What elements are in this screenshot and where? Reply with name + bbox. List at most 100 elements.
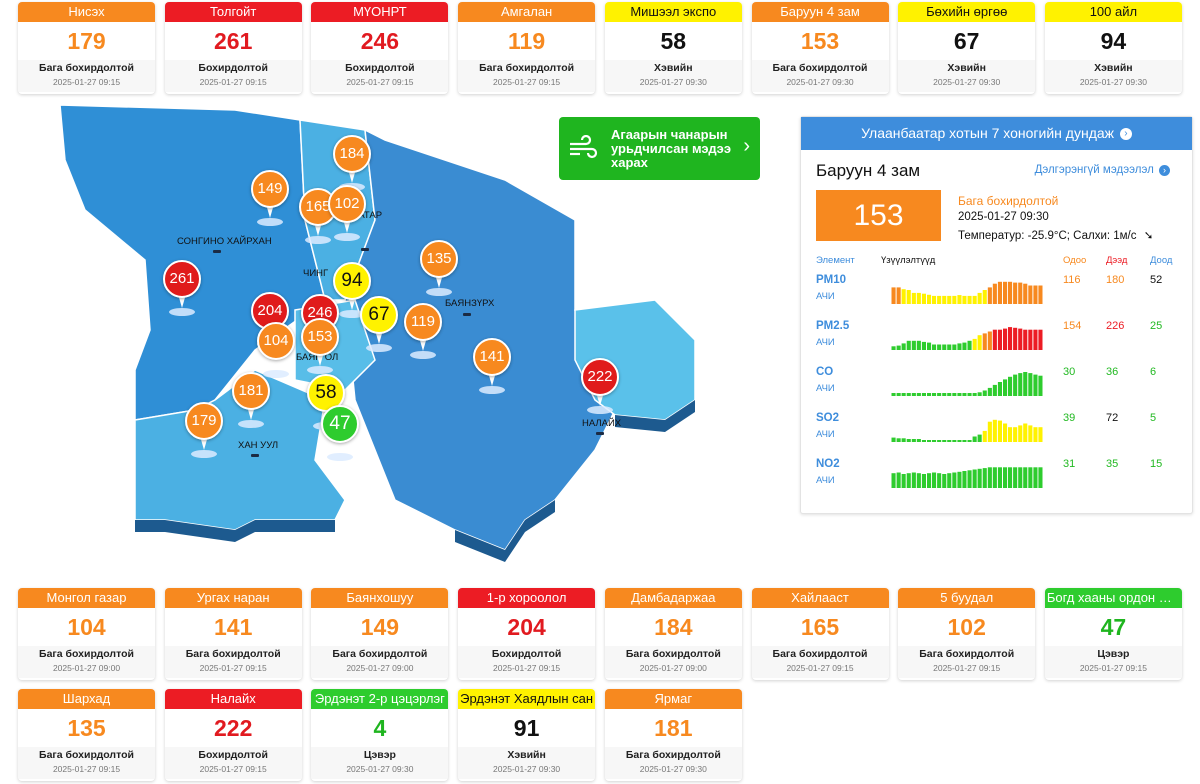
map-marker[interactable]: 261 xyxy=(163,260,201,316)
station-card[interactable]: Богд хааны ордон музей 47 Цэвэр 2025-01-27 … xyxy=(1044,588,1182,680)
element-row[interactable]: SO2 АЧИ 39 72 5 xyxy=(801,412,1194,458)
map-district-marker xyxy=(213,250,221,253)
sparkline-bar xyxy=(927,294,932,304)
sparkline-bar xyxy=(957,440,962,442)
station-card[interactable]: Хайлааст 165 Бага бохирдолтой 2025-01-27 09… xyxy=(751,588,889,680)
sparkline-bar xyxy=(1003,423,1008,442)
map-marker[interactable]: 184 xyxy=(333,135,371,191)
sparkline-bar xyxy=(911,472,916,488)
station-card[interactable]: Нисэх 179 Бага бохирдолтой 2025-01-27 09:15 xyxy=(18,2,155,94)
map-marker[interactable]: 102 xyxy=(328,185,366,241)
panel-time: 2025-01-27 09:30 xyxy=(958,211,1049,223)
element-row[interactable]: CO АЧИ 30 36 6 xyxy=(801,366,1194,412)
status-text: Бохирдолтой xyxy=(311,60,449,76)
map-marker[interactable]: 135 xyxy=(420,240,458,296)
sparkline-bar xyxy=(911,393,916,396)
element-min-value: 52 xyxy=(1150,274,1163,286)
sparkline-bar xyxy=(1023,423,1028,442)
sparkline-bar xyxy=(1028,373,1033,396)
map-label-khan-uul: ХАН УУЛ xyxy=(238,440,279,451)
element-sparkline xyxy=(891,467,1043,488)
station-card[interactable]: Монгол газар 104 Бага бохирдолтой 2025-01-2… xyxy=(18,588,155,680)
map-marker[interactable]: 67 xyxy=(360,296,398,352)
station-card[interactable]: 5 буудал 102 Бага бохирдолтой 2025-01-27 09… xyxy=(898,588,1036,680)
map-marker-value: 204 xyxy=(251,292,289,330)
map-marker-value: 179 xyxy=(185,402,223,440)
arrow-circle-right-icon: › xyxy=(1119,128,1132,141)
status-text: Бага бохирдолтой xyxy=(604,747,742,763)
element-min-value: 5 xyxy=(1150,412,1157,424)
element-name: PM10 xyxy=(816,274,847,286)
station-card[interactable]: Ярмаг 181 Бага бохирдолтой 2025-01-27 09:30 xyxy=(604,689,742,781)
marker-shadow xyxy=(169,308,195,316)
station-card[interactable]: Амгалан 119 Бага бохирдолтой 2025-01-27 09:… xyxy=(458,2,596,94)
element-row[interactable]: PM2.5 АЧИ 154 226 25 xyxy=(801,320,1194,366)
station-name: Дамбадаржаа xyxy=(604,588,742,608)
map-marker[interactable]: 222 xyxy=(581,358,619,414)
sparkline-bar xyxy=(932,344,937,350)
map-marker[interactable]: 153 xyxy=(301,318,339,374)
sparkline-bar xyxy=(916,340,921,350)
station-card[interactable]: Баруун 4 зам 153 Бага бохирдолтой 2025-01-2… xyxy=(751,2,889,94)
sparkline-bar xyxy=(1038,467,1043,488)
map-marker[interactable]: 47 xyxy=(321,405,359,461)
map-marker[interactable]: 94 xyxy=(333,262,371,318)
marker-tip xyxy=(316,352,324,366)
sparkline-bar xyxy=(906,473,911,488)
station-card[interactable]: Дамбадаржаа 184 Бага бохирдолтой 2025-01-27… xyxy=(604,588,742,680)
station-card[interactable]: 1-р хороолол 204 Бохирдолтой 2025-01-27 09:… xyxy=(458,588,596,680)
element-sparkline xyxy=(891,419,1043,442)
panel-header[interactable]: Улаанбаатар хотын 7 хоногийн дундаж › xyxy=(801,117,1192,150)
marker-tip xyxy=(348,296,356,310)
sparkline-bar xyxy=(896,287,901,304)
sparkline-bar xyxy=(1038,427,1043,442)
details-link[interactable]: Дэлгэрэнгүй мэдээлэл › xyxy=(1035,164,1170,176)
station-card[interactable]: Толгойт 261 Бохирдолтой 2025-01-27 09:15 xyxy=(164,2,302,94)
station-card[interactable]: Ургах наран 141 Бага бохирдолтой 2025-01-27… xyxy=(164,588,302,680)
station-card[interactable]: Шархад 135 Бага бохирдолтой 2025-01-27 09:1… xyxy=(18,689,155,781)
city-map[interactable]: СОНГИНО ХАЙРХАН БАЯНЗҮРХ ХАН УУЛ НАЛАЙХ … xyxy=(55,100,725,585)
sparkline-bar xyxy=(977,335,982,350)
sparkline-bar xyxy=(972,436,977,442)
station-card[interactable]: Налайх 222 Бохирдолтой 2025-01-27 09:15 xyxy=(164,689,302,781)
sparkline-bar xyxy=(1003,281,1008,304)
station-card[interactable]: Мишээл экспо 58 Хэвийн 2025-01-27 09:30 xyxy=(604,2,742,94)
sparkline-bar xyxy=(1023,467,1028,488)
station-name: Монгол газар xyxy=(18,588,155,608)
aqi-value: 4 xyxy=(373,715,387,741)
station-card[interactable]: Бөхийн өргөө 67 Хэвийн 2025-01-27 09:30 xyxy=(898,2,1036,94)
sparkline-bar xyxy=(977,434,982,442)
sparkline-bar xyxy=(1003,328,1008,350)
sparkline-bar xyxy=(927,473,932,488)
map-marker[interactable]: 149 xyxy=(251,170,289,226)
station-card[interactable]: 100 айл 94 Хэвийн 2025-01-27 09:30 xyxy=(1044,2,1182,94)
station-name: 100 айл xyxy=(1044,2,1182,22)
status-text: Бага бохирдолтой xyxy=(18,747,155,763)
map-marker[interactable]: 104 xyxy=(257,322,295,378)
map-marker[interactable]: 179 xyxy=(185,402,223,458)
timestamp: 2025-01-27 09:00 xyxy=(604,662,742,678)
station-card[interactable]: Эрдэнэт 2-р цэцэрлэг 4 Цэвэр 2025-01-27 09:… xyxy=(311,689,449,781)
station-card[interactable]: Эрдэнэт Хаядлын сан 91 Хэвийн 2025-01-27 09… xyxy=(458,689,596,781)
col-now: Одоо xyxy=(1063,255,1087,266)
chevron-right-icon: › xyxy=(743,135,750,157)
station-card[interactable]: Баянхошуу 149 Бага бохирдолтой 2025-01-27 0… xyxy=(311,588,449,680)
aqi-value: 141 xyxy=(214,614,253,640)
sparkline-bar xyxy=(916,473,921,488)
map-marker[interactable]: 119 xyxy=(404,303,442,359)
sparkline-bar xyxy=(1013,282,1018,304)
element-max-value: 180 xyxy=(1106,274,1125,286)
map-marker[interactable]: 141 xyxy=(473,338,511,394)
aqi-value: 67 xyxy=(953,28,980,54)
forecast-button[interactable]: Агаарын чанарын урьдчилсан мэдээ харах › xyxy=(559,117,760,180)
aqi-value: 119 xyxy=(508,28,546,54)
map-marker[interactable]: 181 xyxy=(232,372,270,428)
sparkline-bar xyxy=(927,440,932,442)
element-row[interactable]: NO2 АЧИ 31 35 15 xyxy=(801,458,1194,504)
element-row[interactable]: PM10 АЧИ 116 180 52 xyxy=(801,274,1194,320)
marker-shadow xyxy=(410,351,436,359)
station-card[interactable]: МҮОНРТ 246 Бохирдолтой 2025-01-27 09:15 xyxy=(311,2,449,94)
marker-shadow xyxy=(366,344,392,352)
timestamp: 2025-01-27 09:30 xyxy=(458,763,596,779)
element-max-value: 36 xyxy=(1106,366,1119,378)
